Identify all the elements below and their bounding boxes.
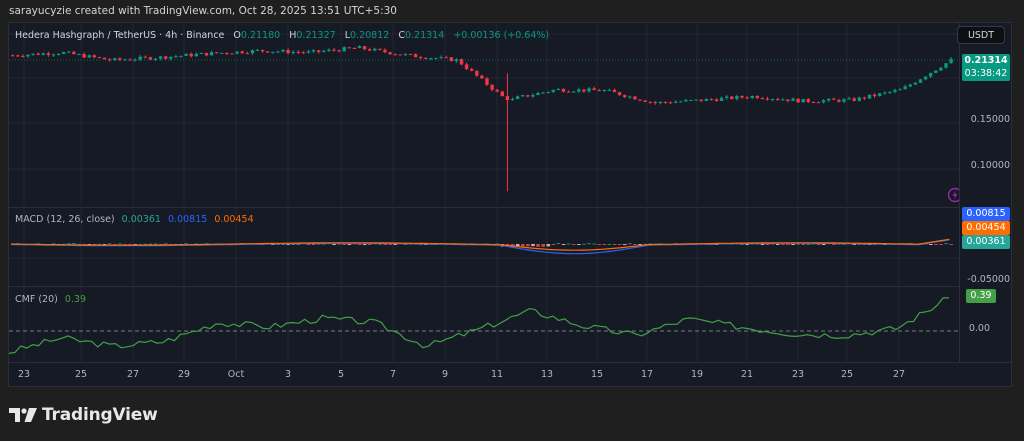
time-scale[interactable]: 23 25 27 29 Oct 3 5 7 9 11 13 15 17 19 21 23 25 27 [9,362,1011,387]
symbol-legend: Hedera Hashgraph / TetherUS · 4h · Binan… [15,30,549,41]
time-tick: 17 [640,369,654,380]
high-label: H [289,30,297,41]
time-tick: 19 [690,369,704,380]
macd-histogram-value: 0.00361 [121,214,161,225]
price-label-0.10: 0.10000 [970,160,1010,171]
time-tick: 21 [740,369,754,380]
time-tick: 23 [17,369,31,380]
time-tick: 23 [791,369,805,380]
time-tick: 25 [840,369,854,380]
tradingview-logo-icon [9,408,37,422]
last-price: 0.21314 [964,55,1008,66]
open-label: O [233,30,241,41]
cmf-chart[interactable] [9,287,959,363]
close-value: 0.21314 [404,30,445,41]
bar-countdown: 03:38:42 [964,67,1008,79]
open-value: 0.21180 [240,30,281,41]
time-tick: 7 [389,369,397,380]
macd-histogram-tag: 0.00361 [962,235,1010,249]
last-price-tag: 0.21314 03:38:42 [962,54,1010,81]
macd-legend: MACD (12, 26, close) 0.00361 0.00815 0.0… [15,214,254,225]
chart-attribution: sarayucyzie created with TradingView.com… [9,5,397,17]
high-value: 0.21327 [296,30,336,41]
tradingview-logo-text: TradingView [42,405,158,425]
cmf-axis-zero: 0.00 [968,323,990,334]
macd-line-value: 0.00815 [168,214,208,225]
time-tick: 27 [126,369,140,380]
cmf-pane[interactable]: CMF (20) 0.39 [9,286,959,363]
time-tick: 3 [284,369,292,380]
time-tick: 25 [74,369,88,380]
time-tick: 5 [337,369,345,380]
cmf-legend: CMF (20) 0.39 [15,294,86,305]
time-tick: 13 [540,369,554,380]
macd-line-tag: 0.00815 [962,207,1010,221]
time-tick: 29 [177,369,191,380]
price-pane[interactable]: Hedera Hashgraph / TetherUS · 4h · Binan… [9,23,959,206]
time-tick: 11 [490,369,504,380]
currency-button[interactable]: USDT [957,26,1005,44]
macd-axis-label: -0.05000 [967,274,1010,285]
time-tick: 27 [892,369,906,380]
macd-signal-value: 0.00454 [214,214,254,225]
macd-signal-tag: 0.00454 [962,221,1010,235]
macd-pane[interactable]: MACD (12, 26, close) 0.00361 0.00815 0.0… [9,207,959,286]
candlestick-chart[interactable] [9,23,959,206]
cmf-value: 0.39 [64,294,87,305]
price-scale[interactable]: 0.21314 03:38:42 0.15000 0.10000 0.00815… [959,23,1014,362]
low-value: 0.20812 [350,30,390,41]
cmf-value-tag: 0.39 [966,289,996,303]
tradingview-logo: TradingView [9,405,158,425]
time-tick: 9 [441,369,449,380]
low-label: L [344,30,351,41]
lightning-icon[interactable] [947,187,959,203]
time-tick: 15 [590,369,604,380]
time-tick: Oct [227,369,245,380]
chart-frame: Hedera Hashgraph / TetherUS · 4h · Binan… [8,22,1012,387]
close-label: C [398,30,405,41]
cmf-title: CMF (20) [15,294,58,305]
macd-chart[interactable] [9,208,959,286]
change-value: +0.00136 (+0.64%) [453,30,550,41]
macd-title: MACD (12, 26, close) [15,214,115,225]
price-label-0.15: 0.15000 [970,114,1010,125]
symbol-name: Hedera Hashgraph / TetherUS · 4h · Binan… [15,30,225,41]
